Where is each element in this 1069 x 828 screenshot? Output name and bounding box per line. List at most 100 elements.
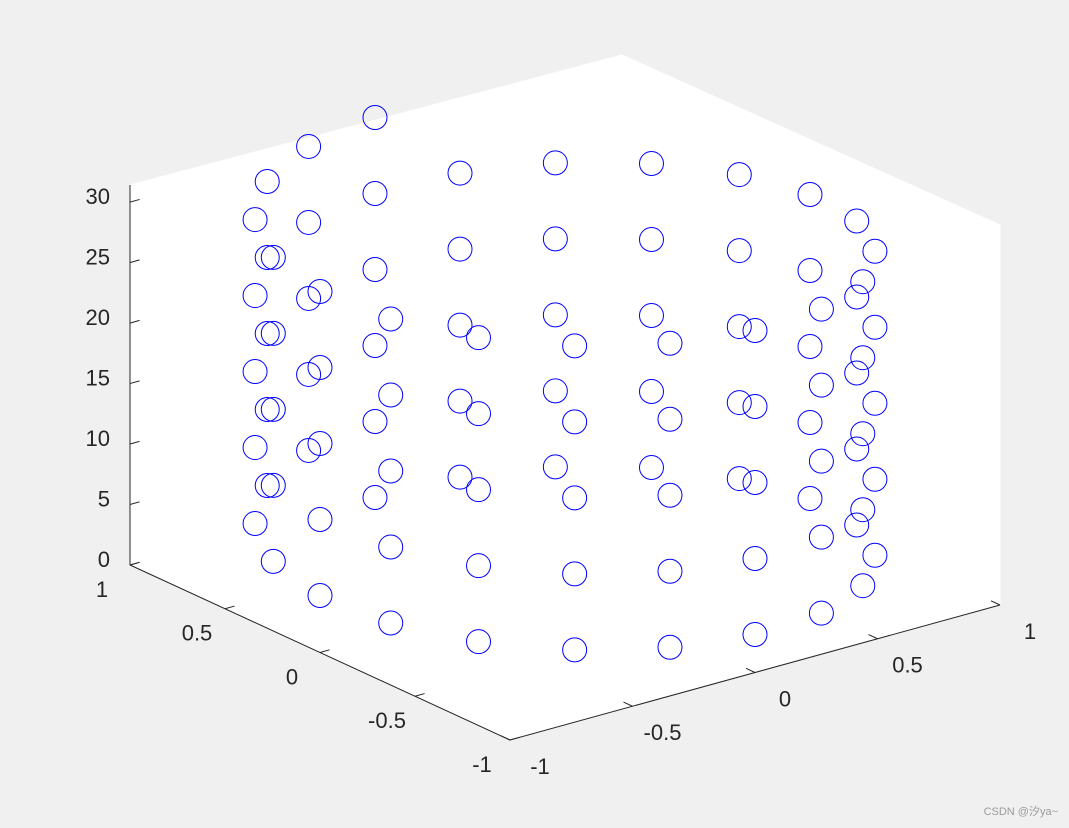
data-point [850, 497, 876, 523]
data-point [307, 279, 333, 305]
data-point [638, 227, 664, 253]
data-point [362, 256, 388, 282]
data-point [657, 558, 683, 584]
data-point [844, 284, 870, 310]
x-tick-label: 0 [779, 686, 791, 711]
data-point [726, 162, 752, 188]
data-point [466, 325, 492, 351]
data-point [726, 390, 752, 416]
data-point [844, 208, 870, 234]
data-point [447, 236, 473, 262]
data-point [254, 473, 280, 499]
data-point [466, 553, 492, 579]
y-tick-label: -0.5 [368, 708, 406, 733]
data-point [542, 150, 568, 176]
z-tick-label: 0 [98, 547, 110, 572]
x-tick [623, 701, 633, 707]
data-point [797, 258, 823, 284]
data-point [862, 466, 888, 492]
x-tick [745, 667, 756, 673]
data-point [542, 378, 568, 404]
data-point [742, 394, 768, 420]
data-point [808, 372, 834, 398]
data-point [378, 458, 404, 484]
z-tick [129, 380, 140, 385]
data-point [742, 545, 768, 571]
z-tick [129, 198, 140, 203]
y-tick-label: 0 [286, 664, 298, 689]
z-tick-label: 20 [86, 305, 110, 330]
data-point [307, 583, 333, 609]
data-point [862, 238, 888, 264]
z-tick [129, 501, 140, 506]
data-point [307, 430, 333, 456]
z-tick-label: 25 [86, 244, 110, 269]
y-tick-label: 1 [96, 577, 108, 602]
data-point [726, 466, 752, 492]
y-tick [509, 736, 520, 741]
data-point [466, 477, 492, 503]
x-tick-label: 1 [1024, 619, 1036, 644]
x-tick-label: 0.5 [892, 653, 923, 678]
data-point [254, 168, 280, 194]
data-point [562, 561, 588, 587]
data-point [657, 634, 683, 660]
data-point [797, 485, 823, 511]
data-point [726, 314, 752, 340]
data-point [242, 283, 268, 309]
data-point [242, 359, 268, 385]
data-point [254, 321, 280, 347]
z-tick [129, 561, 140, 566]
y-tick [414, 693, 425, 697]
y-tick-label: -1 [472, 752, 492, 777]
data-point [447, 464, 473, 490]
data-point [742, 470, 768, 495]
y-tick [224, 605, 235, 610]
data-point [742, 621, 768, 647]
data-point [260, 396, 286, 422]
data-point [797, 181, 823, 207]
data-point [242, 207, 268, 233]
data-point [808, 600, 834, 626]
data-point [638, 151, 664, 177]
data-point [862, 542, 888, 568]
data-point [466, 401, 492, 427]
data-point [850, 573, 876, 599]
data-point [542, 454, 568, 480]
data-point [260, 244, 286, 270]
data-point [657, 482, 683, 508]
data-point [254, 397, 280, 423]
data-point [562, 409, 588, 435]
z-tick [129, 440, 140, 445]
x-tick [500, 735, 511, 741]
x-tick [868, 634, 878, 640]
x-tick-label: -1 [530, 754, 550, 779]
data-point [447, 160, 473, 186]
data-point [307, 355, 333, 380]
data-point [260, 472, 286, 498]
data-point [726, 238, 752, 264]
z-tick-label: 5 [98, 486, 110, 511]
data-point [378, 610, 404, 636]
data-point [797, 410, 823, 435]
data-point [542, 226, 568, 252]
data-point [542, 302, 568, 328]
z-tick-label: 30 [86, 184, 110, 209]
data-point [850, 269, 876, 295]
y-tick [319, 649, 330, 653]
data-point [296, 133, 322, 159]
data-point [378, 306, 404, 332]
data-point [638, 379, 664, 405]
data-point [260, 320, 286, 346]
x-tick-label: -0.5 [644, 720, 682, 745]
data-point [447, 312, 473, 338]
data-point [362, 180, 388, 206]
data-point [638, 455, 664, 481]
data-point [808, 296, 834, 322]
data-point [742, 318, 768, 344]
data-point [378, 534, 404, 560]
data-point [844, 436, 870, 462]
data-point [844, 360, 870, 386]
data-point [657, 406, 683, 432]
